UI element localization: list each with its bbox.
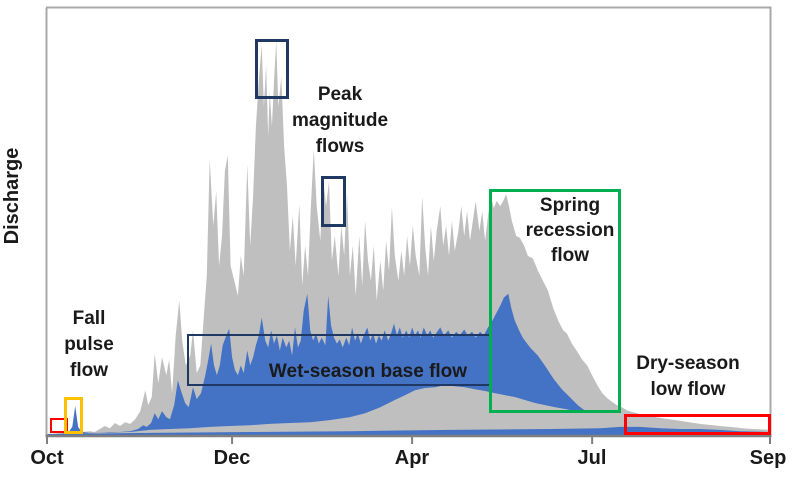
series-blue-hydrograph xyxy=(47,293,770,435)
peak-magnitude-flows-label: Peak magnitude flows xyxy=(291,84,389,157)
fall-pulse-flow-label: Fall pulse flow xyxy=(64,308,114,381)
y-axis-label: Discharge xyxy=(1,147,23,245)
peak-magnitude-flows-box-1 xyxy=(255,39,289,99)
series-blue-bottom-strip xyxy=(47,426,770,435)
x-tick-apr: Apr xyxy=(394,447,430,469)
dry-season-low-flow-box xyxy=(624,414,771,435)
spring-recession-flow-box xyxy=(489,189,621,413)
fall-pulse-flow-box xyxy=(64,397,83,434)
x-tick-sep: Sep xyxy=(749,447,787,469)
peak-magnitude-flows-box-2 xyxy=(321,176,346,227)
spring-recession-flow-label: Spring recession flow xyxy=(525,195,615,266)
dry-season-low-flow-box-left xyxy=(50,418,68,433)
dry-season-low-flow-label: Dry-season low flow xyxy=(636,353,740,400)
x-tick-oct: Oct xyxy=(30,447,64,469)
x-tick-dec: Dec xyxy=(213,447,251,469)
x-tick-jul: Jul xyxy=(577,447,607,469)
series-gray-foreground-low-band xyxy=(47,385,770,435)
wet-season-base-flow-label: Wet-season base flow xyxy=(268,361,468,382)
